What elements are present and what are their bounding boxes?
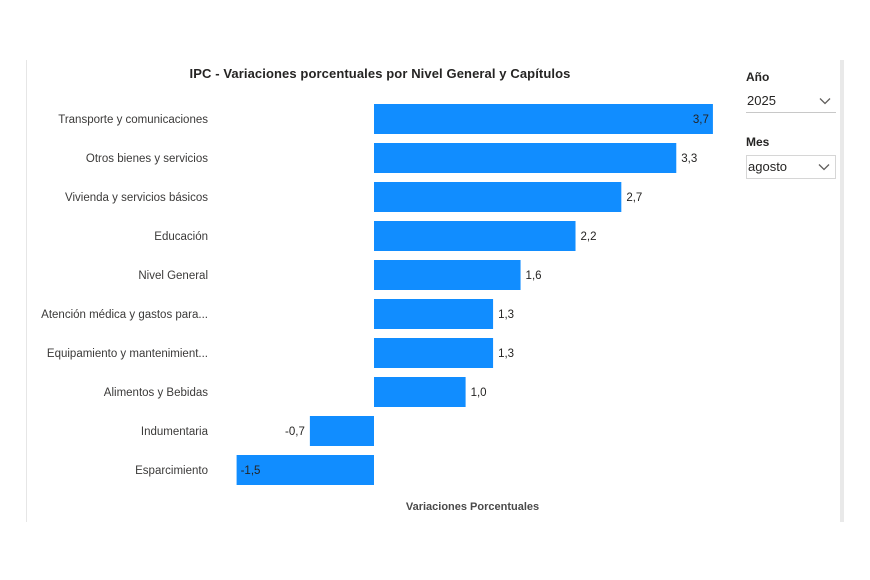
category-label: Equipamiento y mantenimient... <box>47 348 208 360</box>
data-label: 1,3 <box>498 348 514 360</box>
category-label: Vivienda y servicios básicos <box>65 192 208 204</box>
data-label: 2,7 <box>626 192 642 204</box>
year-dropdown-value: 2025 <box>747 93 776 108</box>
data-label: 1,6 <box>526 270 542 282</box>
bar[interactable] <box>374 299 494 329</box>
bar[interactable] <box>374 260 521 290</box>
month-slicer: Mes agosto <box>746 135 836 179</box>
data-label: 2,2 <box>581 231 597 243</box>
category-label: Atención médica y gastos para... <box>41 309 208 321</box>
category-label: Esparcimiento <box>135 465 208 477</box>
month-dropdown[interactable]: agosto <box>746 155 836 179</box>
bar[interactable] <box>374 338 494 368</box>
data-label: 3,7 <box>693 114 709 126</box>
bar[interactable] <box>374 143 677 173</box>
year-dropdown[interactable]: 2025 <box>746 90 836 113</box>
data-label: 3,3 <box>681 153 697 165</box>
report-frame-left-border <box>26 60 27 522</box>
year-slicer: Año 2025 <box>746 70 836 113</box>
x-axis-title: Variaciones Porcentuales <box>405 501 540 513</box>
bar[interactable] <box>374 104 713 134</box>
bar[interactable] <box>236 455 374 485</box>
category-label: Educación <box>154 231 208 243</box>
bar[interactable] <box>374 221 576 251</box>
category-label: Otros bienes y servicios <box>86 153 208 165</box>
category-label: Nivel General <box>138 270 208 282</box>
chart-title: IPC - Variaciones porcentuales por Nivel… <box>189 66 571 81</box>
data-label: -0,7 <box>285 426 305 438</box>
category-label: Alimentos y Bebidas <box>104 387 208 399</box>
chevron-down-icon <box>818 164 830 171</box>
data-label: 1,3 <box>498 309 514 321</box>
year-slicer-label: Año <box>746 70 770 84</box>
category-label: Indumentaria <box>141 426 209 438</box>
bar[interactable] <box>374 182 622 212</box>
category-label: Transporte y comunicaciones <box>58 114 208 126</box>
bar[interactable] <box>309 416 374 446</box>
month-dropdown-value: agosto <box>748 159 788 174</box>
report-scrollbar[interactable] <box>840 60 844 522</box>
data-label: -1,5 <box>241 465 261 477</box>
chevron-down-icon <box>819 98 831 105</box>
bar[interactable] <box>374 377 466 407</box>
month-slicer-label: Mes <box>746 135 770 149</box>
data-label: 1,0 <box>471 387 487 399</box>
